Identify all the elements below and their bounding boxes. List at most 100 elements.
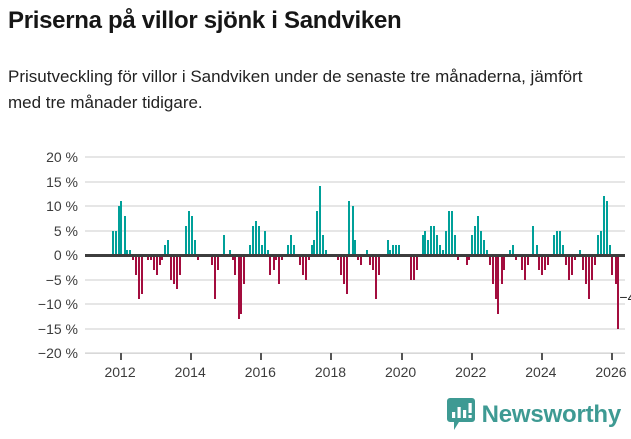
bar [558, 230, 561, 255]
bar [190, 215, 193, 255]
bar [117, 206, 120, 255]
plot-area [85, 156, 625, 354]
bar [345, 255, 348, 295]
bar [608, 245, 611, 255]
bar [135, 255, 138, 275]
bar-chart-speech-bubble-icon [446, 398, 475, 431]
bar [342, 255, 345, 285]
bar [377, 255, 380, 275]
bar [141, 255, 144, 295]
y-axis-label: −5 % [45, 271, 78, 288]
bar [512, 245, 515, 255]
bar [415, 255, 418, 270]
bar [369, 255, 372, 265]
bar [532, 225, 535, 255]
bar [547, 255, 550, 265]
bar [228, 250, 231, 255]
bar [167, 240, 170, 255]
bar [544, 255, 547, 270]
bar [605, 201, 608, 255]
bar [179, 255, 182, 275]
x-axis-tick [260, 353, 263, 360]
bar [251, 225, 254, 255]
x-axis-label: 2022 [455, 364, 487, 380]
bar [453, 235, 456, 255]
x-axis-tick [400, 353, 403, 360]
bar [319, 186, 322, 255]
bar [579, 250, 582, 255]
bar [173, 255, 176, 285]
bar [573, 255, 576, 260]
gridline [85, 303, 625, 305]
bar [214, 255, 217, 300]
bar [360, 255, 363, 265]
y-axis-label: 20 % [46, 149, 78, 165]
bar [477, 215, 480, 255]
bar [442, 250, 444, 255]
bar [398, 245, 401, 255]
bar [158, 255, 161, 265]
bar [491, 255, 494, 285]
bar [129, 250, 132, 255]
bar [216, 255, 219, 270]
bar [278, 255, 281, 285]
bar [371, 255, 374, 270]
gridline [85, 278, 625, 281]
bar [176, 255, 179, 290]
bar [111, 230, 114, 255]
bar [483, 240, 486, 255]
x-axis-tick [610, 353, 613, 360]
bar [488, 255, 491, 265]
bar [602, 196, 605, 255]
last-value-annotation: −4 % [619, 288, 631, 305]
bar [617, 255, 620, 329]
bar [146, 255, 149, 260]
chart-container: 2012 2014 2016 2018 2020 2022 2024 2026 20 % 15 … [0, 145, 631, 385]
y-axis-label: −15 % [37, 320, 78, 337]
bar [170, 255, 173, 280]
bar [509, 250, 512, 255]
bar [474, 225, 477, 255]
bar [593, 255, 596, 265]
bar [485, 250, 488, 255]
bar [126, 250, 129, 255]
x-axis-label: 2020 [385, 364, 417, 380]
bar [152, 255, 155, 270]
bar [471, 235, 474, 255]
bar [520, 255, 523, 270]
x-axis-label: 2026 [595, 364, 627, 380]
bar [307, 255, 310, 260]
bar [257, 225, 260, 255]
bar [585, 255, 588, 285]
bar [222, 235, 225, 255]
bar [348, 201, 351, 255]
bar [292, 245, 295, 255]
x-axis-label: 2018 [314, 364, 347, 380]
bar [427, 240, 430, 255]
gridline [85, 156, 625, 158]
bar [614, 255, 617, 285]
bar [240, 255, 243, 314]
x-axis-label: 2024 [525, 364, 557, 380]
bar [561, 245, 564, 255]
page-title: Priserna på villor sjönk i Sandviken [8, 7, 402, 34]
bar [374, 255, 377, 300]
bar [301, 255, 304, 275]
bar [310, 245, 313, 255]
bar [611, 255, 614, 275]
bar [430, 225, 433, 255]
bar [114, 230, 117, 255]
bar [555, 230, 558, 255]
bar [211, 255, 214, 265]
y-axis-label: 0 % [53, 247, 78, 263]
bar [395, 245, 398, 255]
bar [468, 255, 471, 260]
bar [494, 255, 497, 300]
bar [255, 220, 258, 255]
newsworthy-logo[interactable]: Newsworthy [446, 398, 621, 431]
bar [497, 255, 500, 314]
bar [290, 235, 293, 255]
bar [597, 235, 599, 255]
bar [149, 255, 152, 260]
